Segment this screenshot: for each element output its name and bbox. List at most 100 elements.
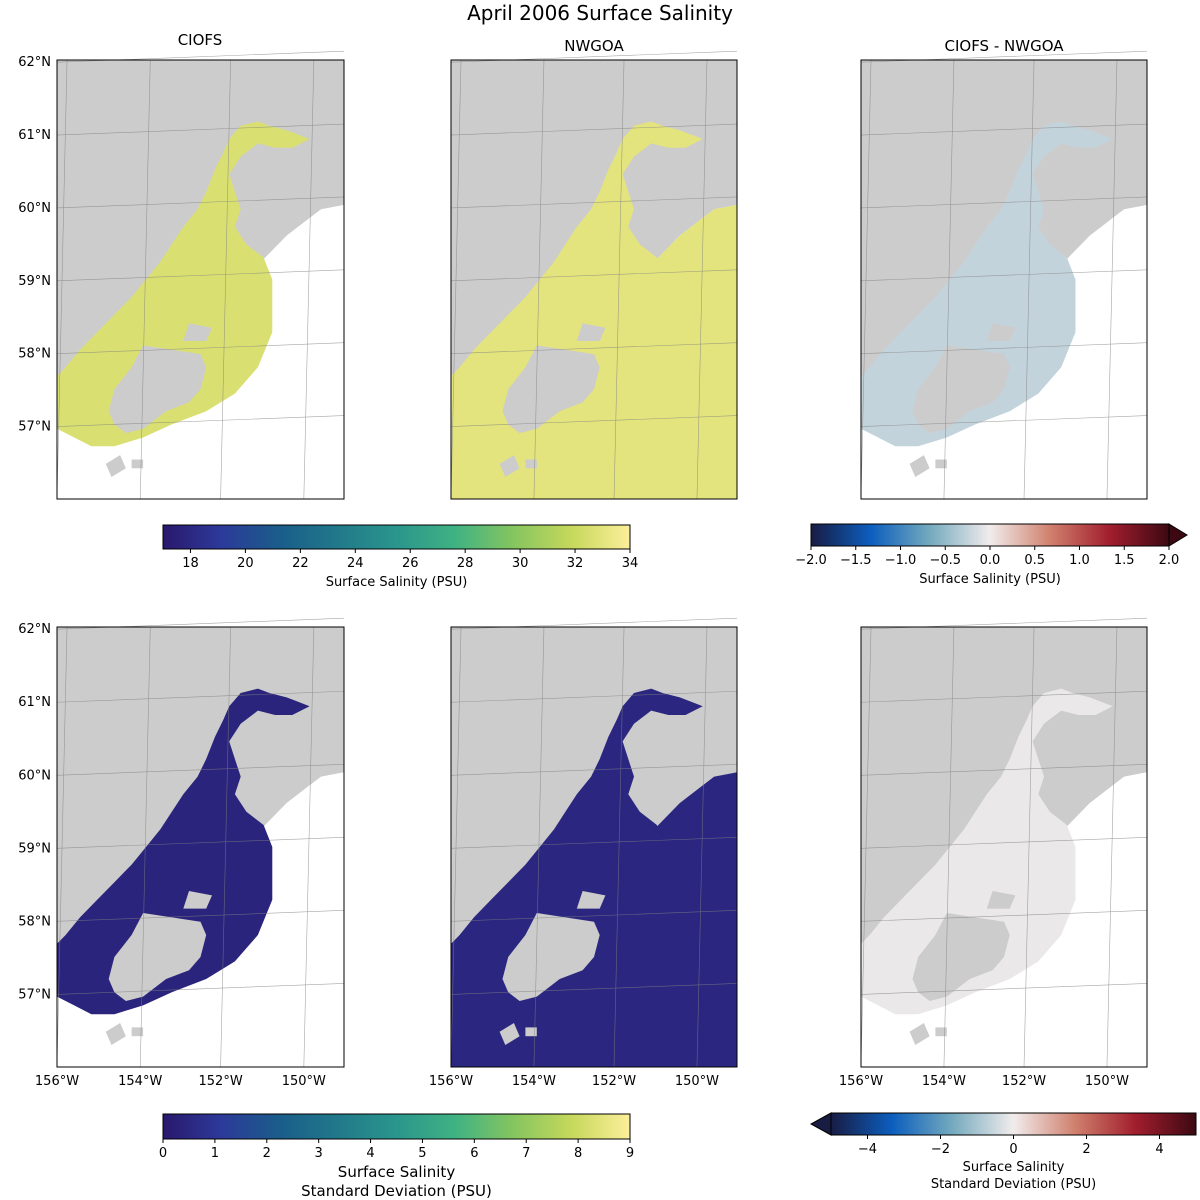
lon-tick-label: 156°W <box>35 1074 79 1089</box>
colorbar-tick-label: 26 <box>402 556 419 571</box>
colorbar-tick-label: 2 <box>1082 1142 1090 1157</box>
colorbar-tick-label: 8 <box>574 1146 582 1161</box>
colorbar-tick-label: −0.5 <box>929 553 961 568</box>
meridian-line <box>613 59 625 500</box>
colorbar-label: Surface Salinity (PSU) <box>326 575 468 590</box>
parallel-line <box>56 910 345 922</box>
land-kodiak <box>108 913 207 1001</box>
lon-tick-label: 150°W <box>1085 1074 1129 1089</box>
meridian-line <box>1023 59 1035 500</box>
panel-bottom-left: 62°N 61°N 60°N 59°N 58°N 57°N 156°W 154°W 152°W 1… <box>18 617 345 1089</box>
parallel-line <box>56 269 345 282</box>
parallel-line <box>450 415 738 427</box>
parallel-line <box>56 983 345 995</box>
land-afognak <box>986 891 1016 909</box>
lon-tick-label: 154°W <box>118 1074 162 1089</box>
panel-top-middle: NWGOA <box>450 37 738 500</box>
colorbar-tick-label: 0.0 <box>980 553 1001 568</box>
land-trinity-2 <box>131 459 144 469</box>
meridian-line <box>613 626 625 1068</box>
lat-tick-label: 57°N <box>18 987 51 1002</box>
colorbar-extend-min <box>809 1112 832 1136</box>
colorbar-tick-label: −1.0 <box>885 553 917 568</box>
parallel-line <box>450 123 738 136</box>
lon-tick-label: 156°W <box>429 1074 473 1089</box>
meridian-line <box>533 59 545 500</box>
land-trinity-2 <box>525 459 537 469</box>
colorbar-tick-label: 5 <box>418 1146 426 1161</box>
parallel-line <box>860 983 1148 995</box>
colorbar-tick-label: 0 <box>159 1146 167 1161</box>
colorbar-tick-label: 20 <box>237 556 254 571</box>
lat-tick-label: 61°N <box>18 128 51 143</box>
parallel-line <box>450 763 738 776</box>
parallel-line <box>56 690 345 703</box>
meridian-line <box>1106 59 1118 500</box>
parallel-line <box>56 837 345 849</box>
parallel-line <box>860 910 1148 922</box>
colorbar-tick-label: 0 <box>1009 1142 1017 1157</box>
colorbar-ramp <box>810 523 1170 547</box>
panel-frame <box>860 626 1148 1068</box>
parallel-line <box>860 415 1148 427</box>
land-afognak <box>576 891 606 909</box>
parallel-line <box>450 196 738 209</box>
colorbar-label-line: Surface Salinity <box>338 1163 456 1181</box>
colorbar-tick-label: −2.0 <box>795 553 827 568</box>
colorbar-ramp <box>830 1112 1197 1136</box>
colorbar-tick-label: 1.0 <box>1069 553 1090 568</box>
colorbar-label-line: Standard Deviation (PSU) <box>931 1177 1096 1192</box>
inlet-field <box>451 688 703 1015</box>
panel-title: CIOFS - NWGOA <box>944 37 1064 55</box>
panel-bottom-middle: 156°W 154°W 152°W 150°W <box>429 617 738 1089</box>
meridian-line <box>56 626 68 1068</box>
inlet-field <box>861 121 1113 447</box>
land-trinity <box>105 1023 126 1045</box>
land-trinity <box>499 455 520 477</box>
parallel-line <box>860 123 1148 136</box>
lat-tick-label: 58°N <box>18 914 51 929</box>
panel-frame <box>56 59 345 500</box>
panel-frame <box>860 59 1148 500</box>
meridian-line <box>860 59 872 500</box>
colorbar-salinity-difference: −2.0 −1.5 −1.0 −0.5 0.0 0.5 1.0 1.5 2.0 Surface S… <box>795 523 1188 587</box>
colorbar-extend-max <box>1168 523 1188 547</box>
parallel-line <box>56 196 345 209</box>
colorbar-label: Surface Salinity (PSU) <box>919 572 1061 587</box>
land-trinity-2 <box>935 1027 947 1037</box>
meridian-line <box>1023 626 1035 1068</box>
colorbar-label-line: Standard Deviation (PSU) <box>301 1182 492 1200</box>
lon-tick-label: 152°W <box>592 1074 636 1089</box>
colorbar-tick-label: 3 <box>315 1146 323 1161</box>
colorbar-tick-label: 6 <box>470 1146 478 1161</box>
meridian-line <box>450 59 462 500</box>
parallel-line <box>450 910 738 922</box>
lon-tick-label: 154°W <box>512 1074 556 1089</box>
parallel-line <box>450 837 738 849</box>
panel-title: NWGOA <box>564 37 624 55</box>
lat-tick-label: 59°N <box>18 841 51 856</box>
parallel-line <box>860 837 1148 849</box>
land-trinity <box>105 455 126 477</box>
land-kodiak <box>912 345 1010 434</box>
colorbar-tick-label: 18 <box>182 556 199 571</box>
lat-tick-label: 57°N <box>18 420 51 435</box>
colorbar-tick-label: 32 <box>567 556 584 571</box>
inlet-field <box>861 688 1113 1015</box>
lat-tick-label: 62°N <box>18 622 51 637</box>
colorbar-tick-label: 4 <box>366 1146 374 1161</box>
meridian-line <box>220 59 231 500</box>
meridian-line <box>696 59 708 500</box>
parallel-line <box>56 415 345 427</box>
colorbar-tick-label: −1.5 <box>840 553 872 568</box>
land-kodiak <box>108 345 207 434</box>
meridian-line <box>943 59 955 500</box>
parallel-line <box>450 269 738 282</box>
inlet-field <box>57 121 310 447</box>
colorbar-tick-label: 28 <box>457 556 474 571</box>
meridian-line <box>303 59 315 500</box>
colorbar-tick-label: 24 <box>347 556 364 571</box>
land-trinity-2 <box>935 459 947 469</box>
